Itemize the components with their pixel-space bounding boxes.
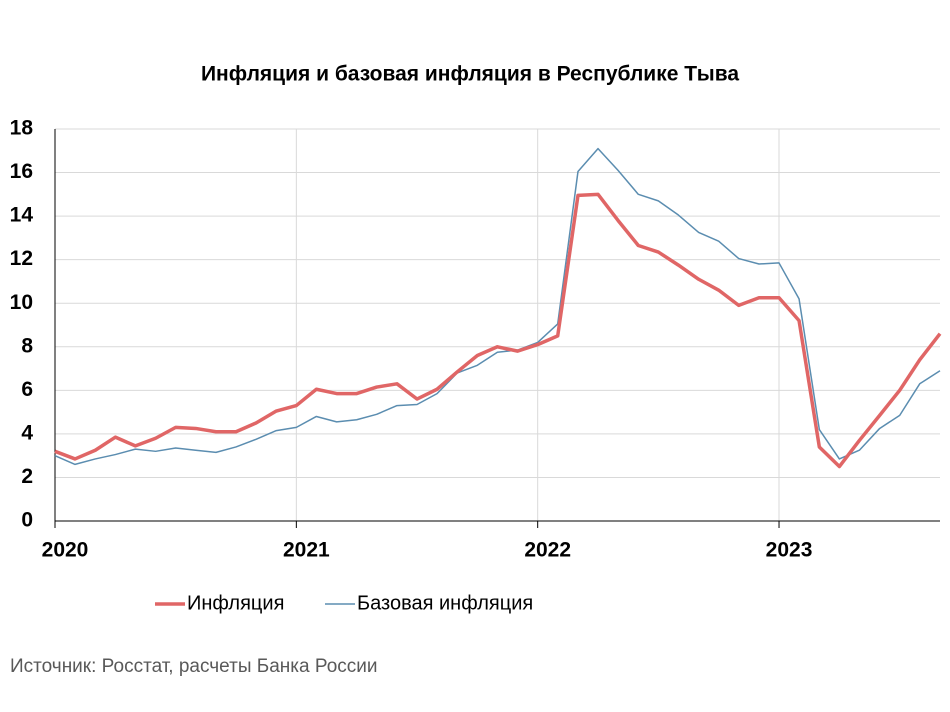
source-note: Источник: Росстат, расчеты Банка России (10, 656, 378, 677)
y-tick-label: 10 (10, 291, 33, 314)
legend-label: Инфляция (187, 592, 284, 614)
series-line (54, 147, 941, 466)
y-tick-label: 16 (10, 160, 33, 183)
chart-title: Инфляция и базовая инфляция в Республике… (201, 63, 739, 86)
y-tick-label: 12 (10, 247, 33, 270)
y-tick-label: 18 (10, 117, 34, 140)
x-tick-label: 2022 (524, 539, 571, 562)
legend-label: Базовая инфляция (357, 592, 533, 614)
x-tick-label: 2021 (283, 539, 330, 562)
y-tick-label: 14 (10, 204, 34, 227)
y-tick-label: 6 (21, 378, 33, 401)
y-tick-label: 8 (21, 334, 33, 357)
y-tick-label: 4 (21, 421, 33, 444)
series-line (54, 192, 942, 469)
x-tick-label: 2020 (42, 539, 89, 562)
y-tick-label: 0 (21, 509, 33, 532)
y-tick-label: 2 (21, 465, 33, 488)
x-tick-label: 2023 (766, 539, 813, 562)
